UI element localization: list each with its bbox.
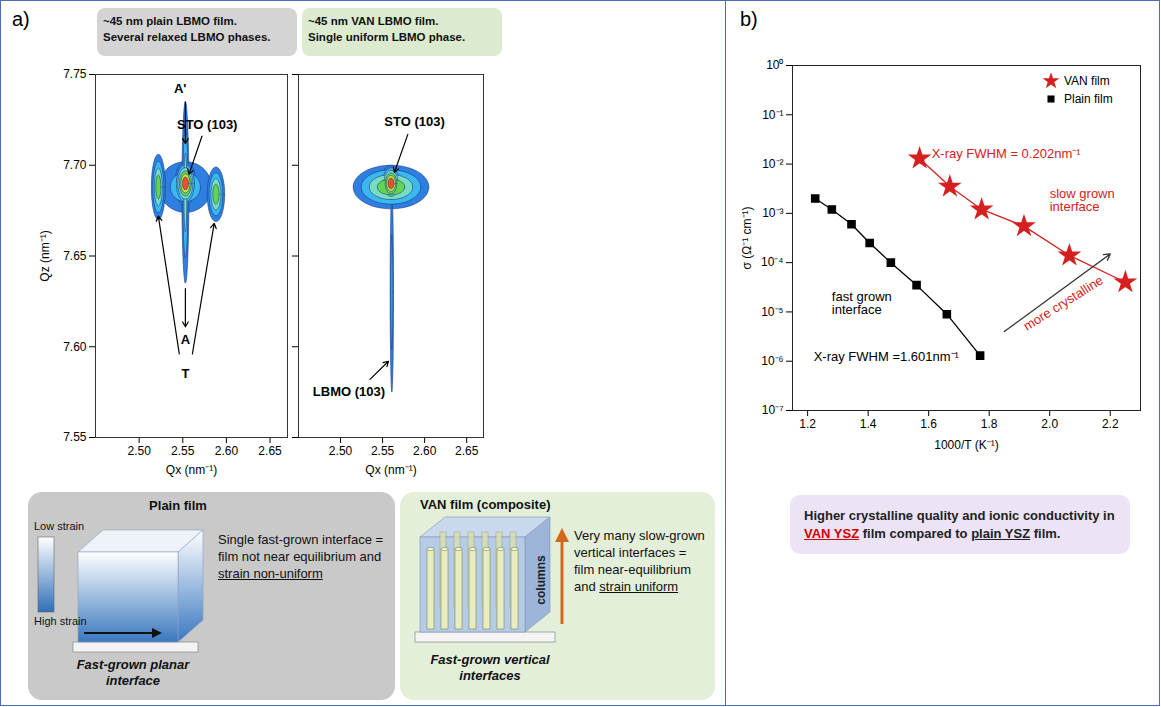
html-text:Fast-grown vertical interfaces: Fast-grown vertical interfaces <box>430 652 550 684</box>
svg-text:Qx (nm⁻¹): Qx (nm⁻¹) <box>166 463 217 477</box>
svg-text:2.0: 2.0 <box>1041 417 1058 431</box>
svg-text:2.60: 2.60 <box>215 444 239 458</box>
svg-text:STO (103): STO (103) <box>177 117 237 132</box>
svg-text:X-ray FWHM = 0.202nm⁻¹: X-ray FWHM = 0.202nm⁻¹ <box>932 146 1082 161</box>
svg-text:7.60: 7.60 <box>63 340 87 354</box>
svg-text:X-ray FWHM =1.601nm⁻¹: X-ray FWHM =1.601nm⁻¹ <box>814 349 960 364</box>
html-text:a): a) <box>12 8 30 30</box>
svg-text:2.55: 2.55 <box>171 444 195 458</box>
svg-text:7.75: 7.75 <box>63 67 87 81</box>
html-text:VAN YSZ film compared to plain: VAN YSZ film compared to plain YSZ film. <box>804 525 1061 541</box>
svg-text:10⁻⁷: 10⁻⁷ <box>762 403 784 417</box>
svg-text:1.4: 1.4 <box>860 417 877 431</box>
svg-text:slow growninterface: slow growninterface <box>1050 186 1115 214</box>
svg-text:7.55: 7.55 <box>63 430 87 444</box>
html-text:VAN film: VAN film <box>1064 74 1110 88</box>
svg-text:2.65: 2.65 <box>455 444 479 458</box>
html-text:High strain: High strain <box>34 615 87 627</box>
html-text:Single fast-grown interface =: Single fast-grown interface = film not n… <box>218 532 384 564</box>
svg-text:10⁻²: 10⁻² <box>762 157 783 171</box>
html-text:b): b) <box>740 8 758 30</box>
svg-text:10⁻⁵: 10⁻⁵ <box>761 305 783 319</box>
svg-text:A: A <box>181 332 191 347</box>
svg-text:Qz (nm⁻¹): Qz (nm⁻¹) <box>38 230 52 281</box>
svg-text:10⁻¹: 10⁻¹ <box>762 108 783 122</box>
svg-text:fast growninterface: fast growninterface <box>832 289 892 317</box>
svg-text:2.2: 2.2 <box>1102 417 1119 431</box>
svg-text:10⁻⁴: 10⁻⁴ <box>761 255 784 269</box>
svg-text:2.55: 2.55 <box>371 444 395 458</box>
svg-text:1.8: 1.8 <box>981 417 998 431</box>
html-text:Higher crystalline quality and: Higher crystalline quality and ionic con… <box>804 508 1115 523</box>
html-text:~45 nm plain LBMO film.: ~45 nm plain LBMO film. <box>103 15 237 27</box>
html-text:VAN film (composite): VAN film (composite) <box>420 497 551 512</box>
html-text:Fast-grown planar interface: Fast-grown planar interface <box>76 657 190 689</box>
html-text:Plain film: Plain film <box>1064 92 1113 106</box>
svg-text:10⁻³: 10⁻³ <box>762 206 783 220</box>
html-text:Very many slow-grown vertical: Very many slow-grown vertical interfaces… <box>574 528 705 594</box>
svg-text:2.65: 2.65 <box>258 444 282 458</box>
svg-text:1000/T (K⁻¹): 1000/T (K⁻¹) <box>934 438 998 452</box>
svg-text:σ (Ω⁻¹ cm⁻¹): σ (Ω⁻¹ cm⁻¹) <box>740 206 754 269</box>
svg-text:1.2: 1.2 <box>799 417 816 431</box>
svg-text:columns: columns <box>534 555 548 605</box>
svg-text:2.50: 2.50 <box>329 444 353 458</box>
svg-text:7.70: 7.70 <box>63 158 87 172</box>
html-text:~45 nm VAN LBMO film.: ~45 nm VAN LBMO film. <box>308 15 439 27</box>
svg-text:2.50: 2.50 <box>127 444 151 458</box>
svg-text:7.65: 7.65 <box>63 249 87 263</box>
html-text:Several relaxed LBMO phases.: Several relaxed LBMO phases. <box>103 30 271 43</box>
svg-text:T: T <box>181 366 189 381</box>
html-text:Single uniform LBMO phase.: Single uniform LBMO phase. <box>308 30 466 43</box>
svg-text:10⁰: 10⁰ <box>766 58 783 72</box>
svg-text:10⁻⁶: 10⁻⁶ <box>761 354 783 368</box>
svg-text:Qx (nm⁻¹): Qx (nm⁻¹) <box>365 463 416 477</box>
svg-text:A': A' <box>174 81 186 96</box>
html-text:Low strain: Low strain <box>34 520 85 532</box>
html-text:strain non-uniform: strain non-uniform <box>218 565 323 581</box>
html-text:Plain film: Plain film <box>149 498 207 513</box>
svg-text:1.6: 1.6 <box>920 417 937 431</box>
svg-text:more crystalline: more crystalline <box>1021 272 1106 333</box>
svg-text:STO (103): STO (103) <box>384 114 444 129</box>
svg-text:2.60: 2.60 <box>413 444 437 458</box>
svg-text:LBMO (103): LBMO (103) <box>313 384 385 399</box>
